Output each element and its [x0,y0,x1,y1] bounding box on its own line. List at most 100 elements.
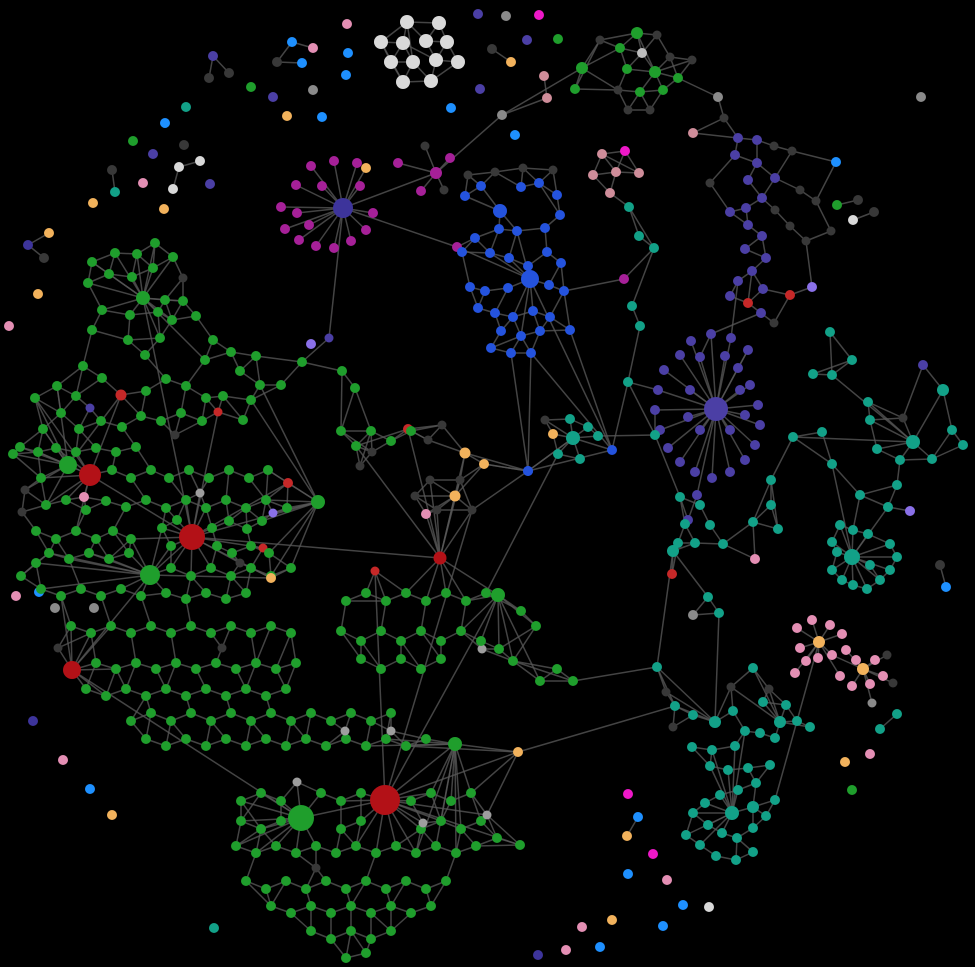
graph-node[interactable] [747,801,759,813]
graph-node[interactable] [485,248,495,258]
graph-node[interactable] [108,526,118,536]
graph-node[interactable] [201,503,211,513]
graph-node[interactable] [688,610,698,620]
graph-node[interactable] [107,465,117,475]
graph-node[interactable] [535,676,545,686]
graph-node[interactable] [740,244,750,254]
graph-node[interactable] [381,884,391,894]
graph-node[interactable] [857,663,869,675]
graph-node[interactable] [740,455,750,465]
graph-node[interactable] [725,291,735,301]
graph-node[interactable] [101,691,111,701]
graph-node[interactable] [510,130,520,140]
graph-node[interactable] [44,548,54,558]
graph-node[interactable] [947,425,957,435]
graph-node[interactable] [750,554,760,564]
graph-node[interactable] [470,233,480,243]
graph-node[interactable] [634,231,644,241]
graph-node[interactable] [853,195,863,205]
graph-node[interactable] [758,697,768,707]
graph-node[interactable] [30,393,40,403]
graph-node[interactable] [735,385,745,395]
graph-node[interactable] [675,492,685,502]
graph-node[interactable] [246,395,256,405]
graph-node[interactable] [226,571,236,581]
graph-node[interactable] [755,420,765,430]
graph-node[interactable] [774,716,786,728]
graph-node[interactable] [333,198,353,218]
graph-node[interactable] [96,416,106,426]
graph-node[interactable] [179,524,205,550]
graph-node[interactable] [548,165,558,175]
graph-node[interactable] [58,755,68,765]
graph-node[interactable] [148,149,158,159]
graph-node[interactable] [506,348,516,358]
graph-node[interactable] [115,389,127,401]
graph-node[interactable] [623,869,633,879]
graph-node[interactable] [878,671,888,681]
graph-node[interactable] [56,408,66,418]
graph-node[interactable] [466,788,476,798]
graph-node[interactable] [306,901,316,911]
graph-node[interactable] [251,351,261,361]
graph-node[interactable] [675,350,685,360]
graph-node[interactable] [688,128,698,138]
graph-node[interactable] [251,848,261,858]
graph-node[interactable] [266,901,276,911]
graph-node[interactable] [748,517,758,527]
graph-node[interactable] [568,676,578,686]
graph-node[interactable] [515,840,525,850]
graph-node[interactable] [23,240,33,250]
graph-node[interactable] [732,833,742,843]
graph-node[interactable] [807,615,817,625]
graph-node[interactable] [201,684,211,694]
graph-node[interactable] [757,231,767,241]
graph-node[interactable] [718,539,728,549]
graph-node[interactable] [121,502,131,512]
graph-node[interactable] [703,820,713,830]
graph-node[interactable] [743,763,753,773]
graph-node[interactable] [81,684,91,694]
graph-node[interactable] [396,36,410,50]
graph-node[interactable] [386,726,396,736]
graph-node[interactable] [384,55,398,69]
graph-node[interactable] [875,575,885,585]
graph-node[interactable] [31,526,41,536]
graph-node[interactable] [895,455,905,465]
graph-node[interactable] [508,656,518,666]
graph-node[interactable] [597,149,607,159]
graph-node[interactable] [241,503,251,513]
graph-node[interactable] [281,684,291,694]
graph-node[interactable] [634,168,644,178]
graph-node[interactable] [301,734,311,744]
graph-node[interactable] [401,588,411,598]
graph-node[interactable] [885,539,895,549]
graph-node[interactable] [128,136,138,146]
graph-node[interactable] [481,588,491,598]
graph-node[interactable] [396,654,406,664]
graph-node[interactable] [213,407,223,417]
graph-node[interactable] [246,628,256,638]
graph-node[interactable] [827,459,837,469]
graph-node[interactable] [126,534,136,544]
graph-node[interactable] [540,223,550,233]
graph-node[interactable] [649,66,661,78]
graph-node[interactable] [131,658,141,668]
graph-node[interactable] [533,950,543,960]
graph-node[interactable] [837,575,847,585]
graph-node[interactable] [726,682,736,692]
graph-node[interactable] [723,765,733,775]
graph-node[interactable] [832,200,842,210]
graph-node[interactable] [85,403,95,413]
graph-node[interactable] [518,163,528,173]
graph-node[interactable] [97,373,107,383]
graph-node[interactable] [459,447,471,459]
graph-node[interactable] [321,876,331,886]
graph-node[interactable] [329,243,339,253]
graph-node[interactable] [186,708,196,718]
graph-node[interactable] [882,650,892,660]
graph-node[interactable] [605,188,615,198]
graph-node[interactable] [457,247,467,257]
graph-node[interactable] [17,507,27,517]
graph-node[interactable] [221,495,231,505]
